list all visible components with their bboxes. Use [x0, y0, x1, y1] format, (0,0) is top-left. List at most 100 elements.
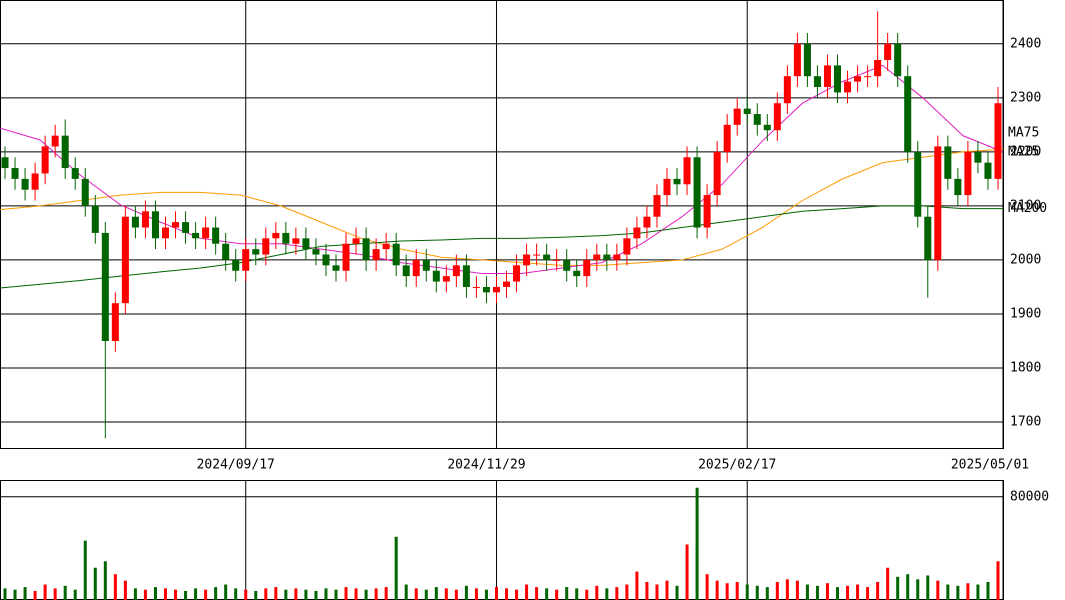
volume-bar — [163, 588, 167, 600]
candle-body — [121, 216, 129, 304]
volume-bar — [143, 589, 147, 600]
volume-bar — [33, 590, 37, 600]
moving-average-label: MA75 — [1008, 126, 1039, 141]
volume-bar — [474, 588, 478, 600]
volume-bar — [695, 487, 699, 600]
volume-bar — [545, 588, 549, 600]
candle-body — [352, 238, 360, 244]
volume-bar — [825, 583, 829, 600]
candle-body — [422, 259, 430, 271]
candle-body — [904, 76, 912, 152]
volume-bar — [535, 587, 539, 600]
volume-bar — [986, 581, 990, 600]
candle-body — [964, 151, 972, 196]
volume-bar — [174, 589, 178, 600]
y-tick-label: 2400 — [1010, 36, 1041, 51]
candle-body — [773, 103, 781, 131]
y-tick-label: 2300 — [1010, 90, 1041, 105]
volume-bar — [735, 581, 739, 600]
volume-bar — [53, 588, 57, 600]
candle-body — [161, 227, 170, 239]
volume-bar — [184, 590, 188, 600]
moving-average-label: MA200 — [1008, 201, 1047, 216]
candle-body — [884, 43, 892, 60]
candle-body — [944, 146, 952, 179]
candle-body — [563, 259, 571, 271]
volume-bar — [525, 584, 529, 600]
candle-body — [111, 303, 119, 341]
candle-body — [813, 76, 821, 88]
volume-bar — [956, 585, 960, 600]
candle-body — [633, 227, 641, 239]
volume-bar — [615, 587, 619, 600]
candle-body — [11, 168, 19, 179]
volume-bar — [665, 580, 669, 600]
volume-bar — [976, 584, 980, 600]
candle-body — [783, 76, 791, 104]
volume-bar — [795, 580, 799, 600]
candle-body — [543, 254, 551, 260]
candle-body — [101, 232, 109, 341]
moving-average-line — [0, 148, 1004, 266]
candle-body — [362, 238, 370, 260]
volume-bar — [294, 588, 298, 600]
volume-bar — [685, 544, 689, 600]
candle-body — [583, 259, 591, 277]
candle-body — [61, 135, 69, 169]
candle-body — [442, 276, 450, 282]
candle-body — [733, 108, 741, 125]
candle-body — [864, 76, 872, 78]
candle-body — [482, 286, 490, 293]
candle-body — [713, 151, 721, 196]
volume-bar — [204, 589, 208, 600]
volume-bar — [896, 576, 900, 600]
volume-bar — [916, 579, 920, 600]
candle-body — [222, 243, 230, 260]
candle-body — [683, 157, 691, 185]
candle-body — [31, 173, 39, 190]
candle-body — [141, 211, 149, 228]
candle-body — [523, 254, 531, 266]
volume-bar — [575, 588, 579, 600]
candle-body — [292, 238, 300, 244]
volume-bar — [224, 584, 228, 600]
y-tick-label: 1800 — [1010, 361, 1041, 376]
volume-bar — [334, 589, 338, 600]
x-tick-label: 2024/09/17 — [197, 458, 275, 473]
candle-body — [924, 216, 932, 260]
volume-bar — [655, 584, 659, 600]
candle-body — [673, 178, 681, 185]
volume-bar — [505, 588, 509, 600]
candle-body — [854, 76, 862, 82]
price-frame — [0, 0, 1004, 449]
candle-body — [71, 168, 79, 179]
candle-body — [212, 227, 220, 244]
volume-bar — [906, 574, 910, 600]
volume-bar — [675, 585, 679, 600]
candle-body — [743, 108, 751, 115]
candle-body — [894, 43, 902, 77]
candle-body — [81, 178, 89, 206]
candle-body — [392, 243, 400, 266]
volume-bar — [725, 583, 729, 600]
candle-body — [874, 59, 882, 77]
candle-body — [322, 254, 330, 266]
volume-bar — [23, 587, 27, 600]
volume-bar — [324, 588, 328, 600]
moving-average-line — [0, 64, 1004, 274]
x-tick-label: 2025/05/01 — [951, 458, 1029, 473]
x-tick-label: 2024/11/29 — [447, 458, 525, 473]
y-tick-label: 2100 — [1010, 198, 1041, 213]
candle-body — [342, 243, 350, 271]
candle-body — [984, 162, 992, 179]
candle-body — [914, 151, 922, 217]
candle-body — [803, 43, 811, 77]
candle-body — [693, 157, 701, 228]
candle-body — [151, 211, 159, 239]
volume-bar — [856, 584, 860, 600]
volume-bar — [83, 540, 87, 600]
volume-bar — [244, 589, 248, 600]
candle-body — [172, 222, 180, 228]
